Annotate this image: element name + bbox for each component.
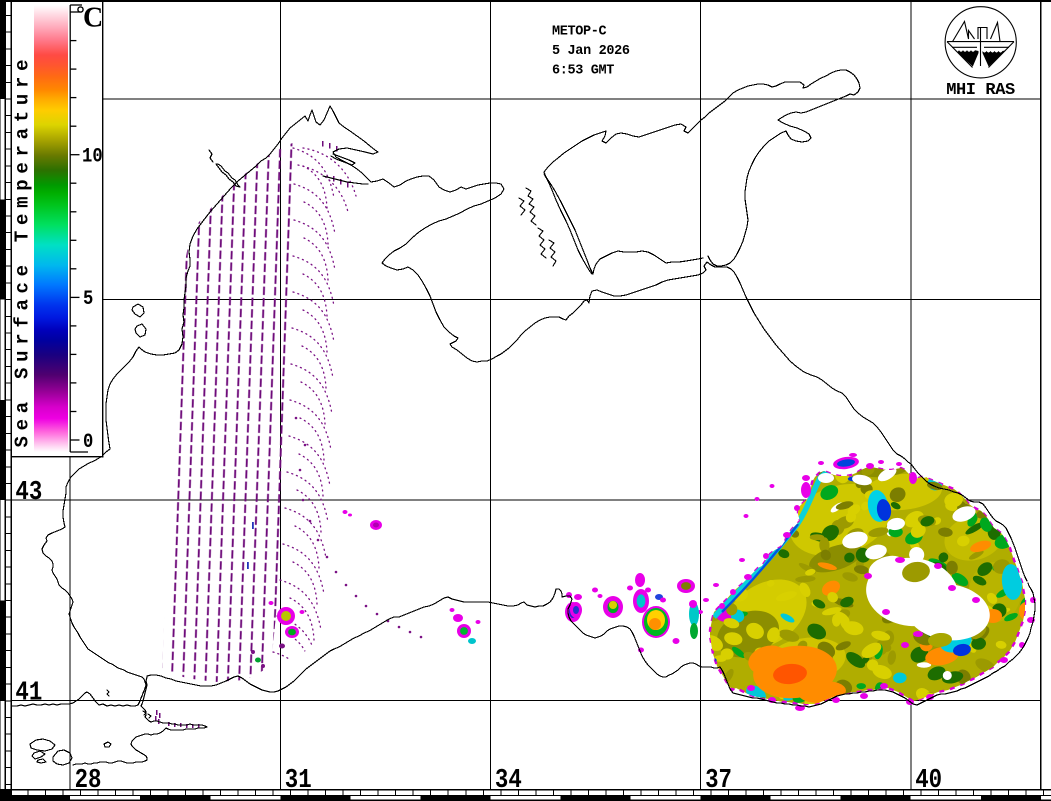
svg-text:31: 31 (285, 765, 312, 795)
svg-text:10: 10 (82, 144, 103, 168)
svg-text:Sea Surface Temperature: Sea Surface Temperature (12, 60, 34, 448)
svg-text:0: 0 (83, 430, 93, 454)
svg-text:METOP-C: METOP-C (552, 25, 607, 40)
svg-text:28: 28 (75, 765, 102, 795)
svg-text:C: C (83, 3, 103, 34)
svg-text:41: 41 (15, 678, 42, 708)
svg-text:40: 40 (915, 765, 942, 795)
svg-text:34: 34 (495, 765, 522, 795)
svg-text:37: 37 (705, 765, 732, 795)
svg-text:5 Jan 2026: 5 Jan 2026 (552, 44, 630, 59)
svg-text:MHI RAS: MHI RAS (946, 81, 1015, 100)
svg-text:5: 5 (83, 287, 93, 311)
svg-text:6:53 GMT: 6:53 GMT (552, 64, 614, 79)
svg-text:43: 43 (15, 477, 42, 507)
